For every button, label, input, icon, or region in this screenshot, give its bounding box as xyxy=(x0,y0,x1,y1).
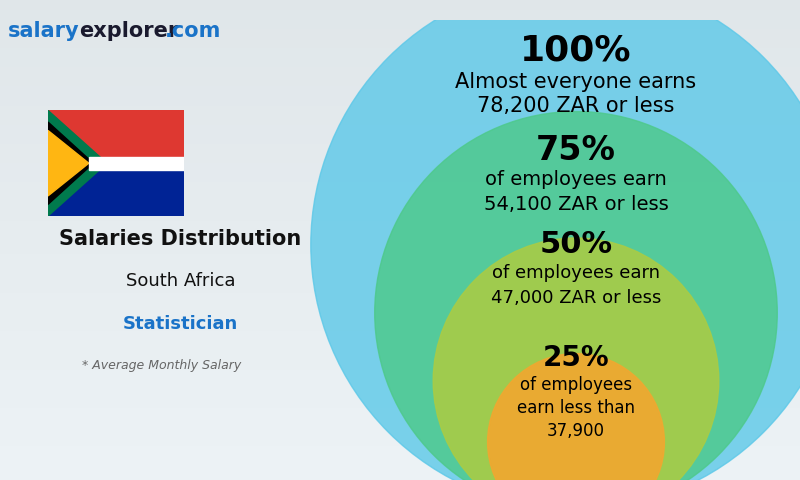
Text: * Average Monthly Salary: * Average Monthly Salary xyxy=(82,360,242,372)
Circle shape xyxy=(310,0,800,480)
Text: Statistician: Statistician xyxy=(123,315,238,333)
Text: 54,100 ZAR or less: 54,100 ZAR or less xyxy=(484,194,668,214)
Text: of employees earn: of employees earn xyxy=(485,170,667,189)
Text: 25%: 25% xyxy=(542,344,610,372)
Polygon shape xyxy=(48,122,94,204)
Circle shape xyxy=(434,238,718,480)
Text: of employees: of employees xyxy=(520,376,632,394)
Text: 75%: 75% xyxy=(536,134,616,168)
Text: 78,200 ZAR or less: 78,200 ZAR or less xyxy=(478,96,674,116)
Text: earn less than: earn less than xyxy=(517,399,635,417)
Text: Almost everyone earns: Almost everyone earns xyxy=(455,72,697,92)
Text: 37,900: 37,900 xyxy=(547,422,605,440)
Text: 100%: 100% xyxy=(520,33,632,67)
Bar xyxy=(89,163,184,169)
Text: .com: .com xyxy=(165,21,222,41)
Text: of employees earn: of employees earn xyxy=(492,264,660,282)
Text: 50%: 50% xyxy=(539,230,613,259)
Circle shape xyxy=(374,111,778,480)
Polygon shape xyxy=(48,131,89,196)
Circle shape xyxy=(488,354,665,480)
Bar xyxy=(48,163,184,216)
Text: explorer: explorer xyxy=(79,21,178,41)
Bar xyxy=(89,157,184,163)
Bar xyxy=(48,110,184,163)
Text: South Africa: South Africa xyxy=(126,273,235,290)
Polygon shape xyxy=(48,110,107,216)
Text: Salaries Distribution: Salaries Distribution xyxy=(59,229,302,249)
Text: salary: salary xyxy=(7,21,79,41)
Text: 47,000 ZAR or less: 47,000 ZAR or less xyxy=(491,289,661,307)
